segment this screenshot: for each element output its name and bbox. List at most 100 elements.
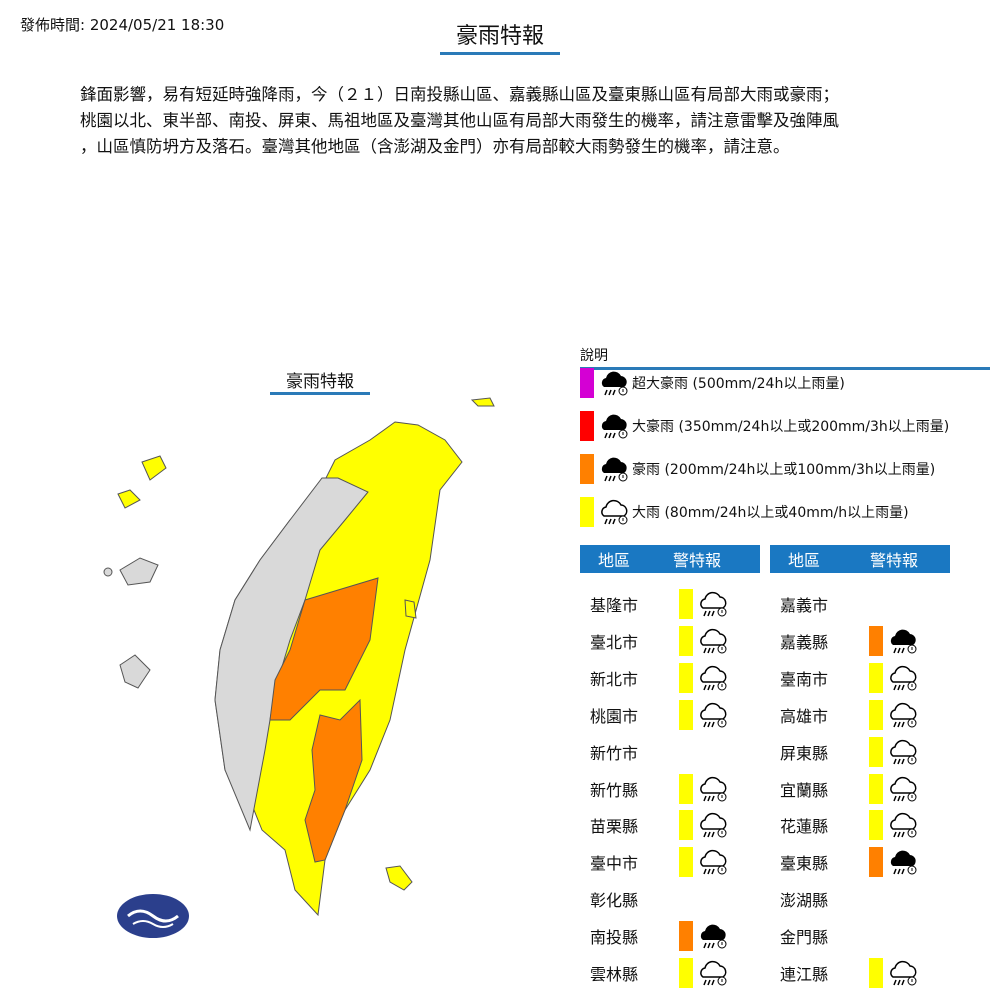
table-row: 南投縣 [590, 920, 731, 952]
region-name: 新北市 [590, 669, 639, 689]
legend-item: 大雨 (80mm/24h以上或40mm/h以上雨量) [580, 497, 909, 527]
region-name: 臺南市 [780, 669, 829, 689]
rain-cloud-outline-icon [887, 809, 919, 841]
rain-cloud-outline-icon [697, 809, 729, 841]
table-row: 高雄市 [780, 699, 921, 731]
table-row: 花蓮縣 [780, 809, 921, 841]
cwa-logo [117, 894, 189, 938]
region-name: 臺中市 [590, 854, 639, 874]
region-name: 苗栗縣 [590, 817, 639, 837]
rain-cloud-outline-icon [697, 625, 729, 657]
col-warning: 警特報 [673, 551, 722, 570]
rain-cloud-filled-icon [887, 625, 919, 657]
warning-swatch [869, 736, 883, 767]
region-name: 澎湖縣 [780, 891, 829, 911]
region-name: 臺東縣 [780, 854, 829, 874]
warning-swatch [679, 958, 693, 988]
table-row: 屏東縣 [780, 736, 921, 768]
description-line: ，山區慎防坍方及落石。臺灣其他地區（含澎湖及金門）亦有局部較大雨勢發生的機率，請… [80, 137, 790, 156]
publish-time: 發佈時間: 2024/05/21 18:30 [20, 16, 225, 34]
rain-cloud-filled-icon [887, 846, 919, 878]
table-row: 臺北市 [590, 625, 731, 657]
legend-item: 豪雨 (200mm/24h以上或100mm/3h以上雨量) [580, 454, 935, 484]
region-name: 雲林縣 [590, 965, 639, 984]
table-row: 彰化縣 [590, 884, 679, 914]
rain-cloud-outline-icon [697, 588, 729, 620]
warning-swatch [679, 662, 693, 693]
rain-cloud-outline-icon [887, 957, 919, 989]
table-row: 苗栗縣 [590, 809, 731, 841]
legend-swatch [580, 411, 594, 441]
rain-cloud-outline-icon [697, 773, 729, 805]
region-name: 金門縣 [780, 928, 829, 948]
rain-cloud-outline-icon [697, 846, 729, 878]
warning-swatch [679, 773, 693, 804]
table-row: 臺中市 [590, 846, 731, 878]
rain-cloud-outline-icon [887, 662, 919, 694]
rain-cloud-outline-icon [598, 496, 630, 528]
table-row: 臺東縣 [780, 846, 921, 878]
warning-swatch [869, 847, 883, 878]
rain-cloud-outline-icon [887, 736, 919, 768]
region-name: 彰化縣 [590, 891, 639, 911]
map-guishan [470, 397, 495, 407]
map-green-island [404, 599, 417, 619]
map-west-none [214, 477, 369, 832]
rain-cloud-outline-icon [697, 662, 729, 694]
table-row: 連江縣 [780, 958, 921, 988]
rain-cloud-outline-icon [887, 773, 919, 805]
region-name: 嘉義縣 [780, 632, 829, 652]
table-row: 宜蘭縣 [780, 773, 921, 805]
region-name: 基隆市 [590, 596, 639, 615]
warning-swatch [679, 699, 693, 730]
table-row: 嘉義縣 [780, 625, 921, 657]
table-row: 臺南市 [780, 662, 921, 694]
table-row: 新竹市 [590, 737, 679, 767]
col-warning: 警特報 [870, 551, 919, 570]
region-name: 花蓮縣 [780, 817, 829, 837]
legend-item: 大豪雨 (350mm/24h以上或200mm/3h以上雨量) [580, 411, 949, 441]
warning-swatch [679, 921, 693, 952]
legend-label: 大豪雨 (350mm/24h以上或200mm/3h以上雨量) [632, 419, 950, 435]
rain-cloud-outline-icon [697, 699, 729, 731]
map-matsu [141, 455, 167, 481]
table-header-left: 地區 警特報 [580, 545, 760, 573]
region-name: 臺北市 [590, 632, 639, 652]
col-region: 地區 [598, 551, 631, 570]
legend-label: 超大豪雨 (500mm/24h以上雨量) [632, 376, 845, 392]
region-name: 南投縣 [590, 928, 639, 948]
region-name: 屏東縣 [780, 743, 829, 763]
description-line: 鋒面影響，易有短延時強降雨，今（２１）日南投縣山區、嘉義縣山區及臺東縣山區有局部… [80, 85, 839, 104]
map-matsu [117, 489, 141, 509]
legend-swatch [580, 497, 594, 527]
table-row: 新竹縣 [590, 773, 731, 805]
col-region: 地區 [788, 551, 821, 570]
table-header-right: 地區 警特報 [770, 545, 950, 573]
map-penghu [119, 654, 151, 689]
legend-item: 超大豪雨 (500mm/24h以上雨量) [580, 368, 845, 398]
map-orchid-island [385, 865, 413, 891]
warning-swatch [869, 810, 883, 841]
legend-title: 說明 [580, 345, 990, 370]
map-penghu [119, 557, 159, 586]
table-row: 金門縣 [780, 921, 869, 951]
warning-swatch [679, 589, 693, 619]
region-name: 高雄市 [780, 706, 829, 726]
rain-cloud-filled-icon [598, 367, 630, 399]
description-line: 桃園以北、東半部、南投、屏東、馬祖地區及臺灣其他山區有局部大雨發生的機率，請注意… [80, 111, 839, 130]
rain-cloud-filled-icon [598, 410, 630, 442]
map-penghu [103, 567, 113, 577]
region-name: 連江縣 [780, 965, 829, 984]
rain-cloud-filled-icon [697, 920, 729, 952]
page-title: 豪雨特報 [440, 18, 560, 55]
legend-label: 豪雨 (200mm/24h以上或100mm/3h以上雨量) [632, 462, 936, 478]
warning-description: 鋒面影響，易有短延時強降雨，今（２１）日南投縣山區、嘉義縣山區及臺東縣山區有局部… [80, 82, 930, 160]
warning-swatch [679, 625, 693, 656]
warning-swatch [679, 810, 693, 841]
rain-cloud-outline-icon [887, 699, 919, 731]
map-south-torrential [304, 698, 363, 863]
region-name: 嘉義市 [780, 596, 829, 615]
region-name: 桃園市 [590, 706, 639, 726]
warning-swatch [869, 699, 883, 730]
map-title: 豪雨特報 [270, 367, 370, 395]
